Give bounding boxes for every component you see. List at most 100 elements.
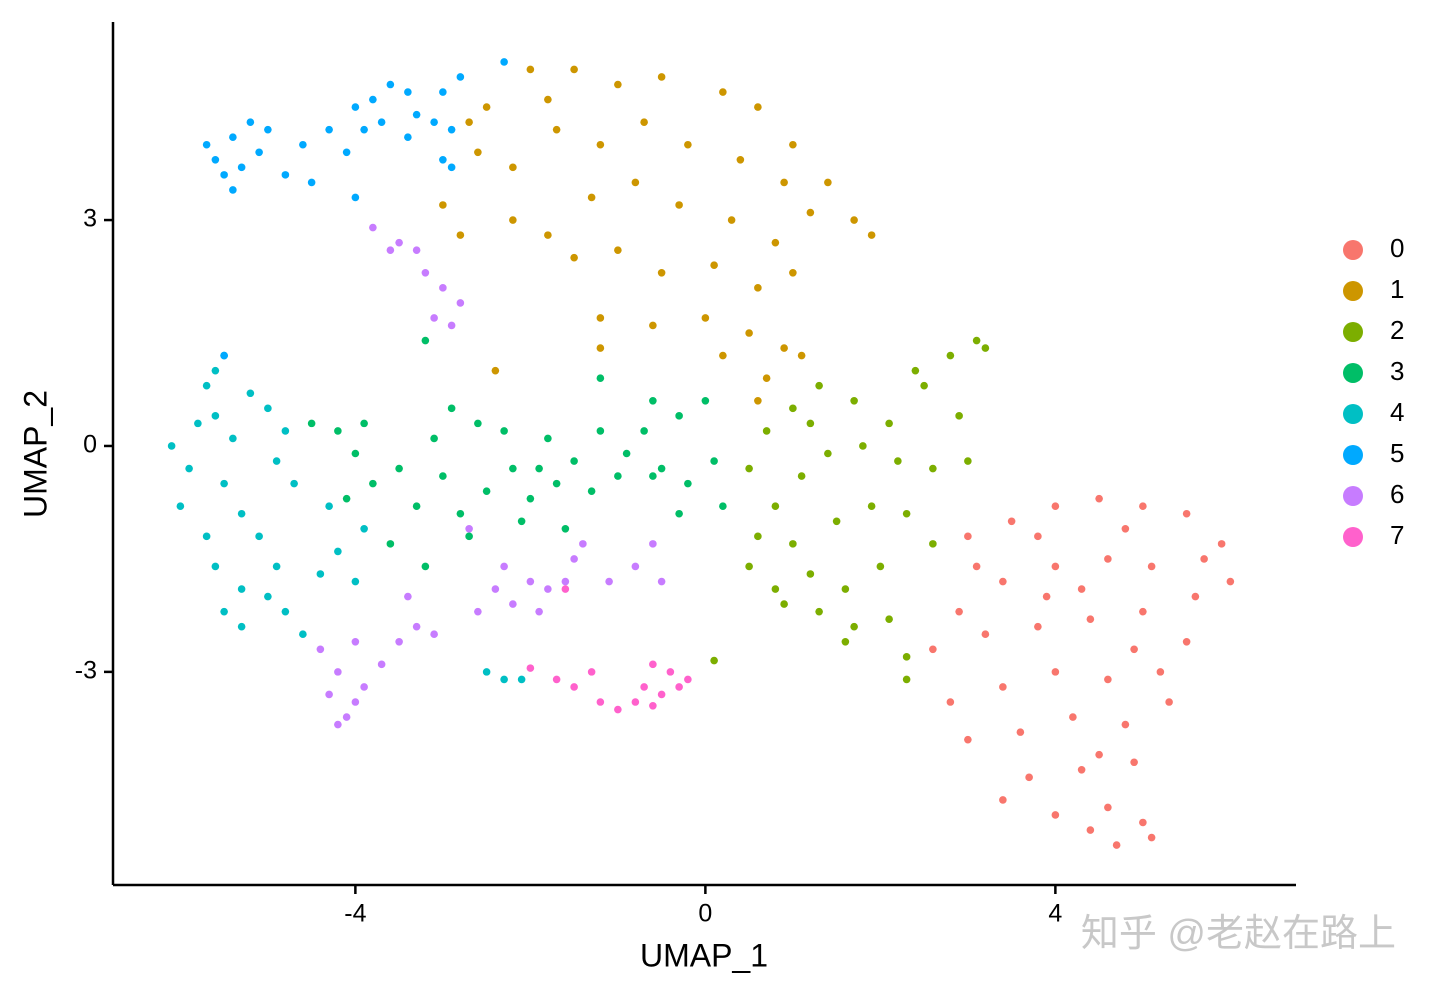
point: [929, 645, 937, 654]
point: [1182, 509, 1191, 518]
point: [745, 562, 753, 571]
point: [1139, 607, 1147, 616]
point: [841, 585, 850, 593]
point: [1034, 532, 1042, 541]
point: [911, 366, 920, 375]
point: [176, 502, 185, 511]
point: [544, 585, 552, 593]
point: [342, 713, 351, 721]
point: [1217, 540, 1226, 548]
point: [850, 622, 858, 631]
point: [981, 630, 990, 639]
point: [342, 148, 351, 157]
x-axis-label: UMAP_1: [640, 937, 768, 973]
point: [754, 396, 762, 405]
watermark: 知乎 @老赵在路上: [1081, 913, 1396, 955]
point: [972, 562, 981, 571]
point: [955, 607, 963, 616]
point: [369, 95, 377, 104]
point: [640, 683, 648, 691]
point: [596, 314, 605, 322]
point: [780, 344, 788, 352]
point: [500, 427, 508, 435]
point: [526, 65, 535, 74]
point: [605, 577, 613, 586]
point: [360, 683, 368, 691]
point: [561, 577, 570, 586]
point: [500, 562, 508, 571]
point: [649, 396, 657, 405]
point: [649, 472, 657, 480]
point: [220, 607, 228, 616]
point: [229, 133, 237, 142]
point: [657, 690, 666, 699]
point: [500, 675, 508, 684]
point: [797, 351, 806, 360]
point: [762, 374, 771, 382]
point: [850, 396, 858, 405]
point: [229, 434, 237, 443]
point: [404, 133, 412, 142]
legend-marker: [1343, 240, 1363, 260]
point: [439, 156, 447, 164]
legend-marker: [1343, 363, 1363, 383]
point: [596, 374, 605, 382]
point: [237, 163, 246, 172]
point: [552, 675, 561, 684]
point: [509, 163, 517, 172]
point: [570, 253, 578, 262]
point: [1086, 615, 1095, 623]
point: [999, 796, 1007, 804]
point: [220, 171, 228, 179]
point: [754, 284, 762, 292]
point: [377, 118, 386, 126]
point: [447, 404, 456, 413]
point: [491, 366, 500, 375]
point: [771, 502, 780, 511]
point: [596, 698, 605, 706]
point: [351, 698, 360, 706]
point: [719, 351, 727, 360]
point: [351, 193, 360, 202]
point: [1051, 502, 1060, 511]
x-tick-label: 0: [698, 900, 712, 928]
point: [552, 479, 561, 488]
point: [264, 125, 272, 134]
point: [316, 645, 325, 654]
point: [789, 140, 797, 149]
point: [1095, 494, 1103, 503]
legend-label: 2: [1390, 315, 1404, 345]
point: [307, 419, 316, 428]
point: [1104, 555, 1112, 563]
point: [955, 412, 963, 420]
point: [815, 381, 823, 390]
point: [675, 683, 683, 691]
point: [412, 110, 421, 119]
point: [561, 585, 570, 593]
point: [649, 321, 657, 330]
point: [972, 336, 981, 345]
x-tick-label: 4: [1048, 900, 1062, 928]
point: [684, 675, 692, 684]
point: [649, 660, 657, 669]
point: [754, 103, 762, 111]
point: [1042, 592, 1051, 601]
point: [360, 525, 368, 533]
point: [929, 464, 937, 473]
point: [325, 125, 333, 134]
point: [334, 427, 342, 435]
point: [447, 125, 456, 134]
point: [351, 637, 360, 646]
point: [351, 449, 360, 458]
point: [412, 502, 421, 511]
point: [736, 156, 745, 164]
point: [964, 532, 972, 541]
point: [325, 502, 333, 511]
point: [474, 419, 482, 428]
point: [307, 178, 316, 187]
point: [211, 366, 220, 375]
legend-marker: [1343, 445, 1363, 465]
point: [1139, 502, 1147, 511]
legend-label: 1: [1390, 274, 1404, 304]
point: [456, 73, 465, 81]
